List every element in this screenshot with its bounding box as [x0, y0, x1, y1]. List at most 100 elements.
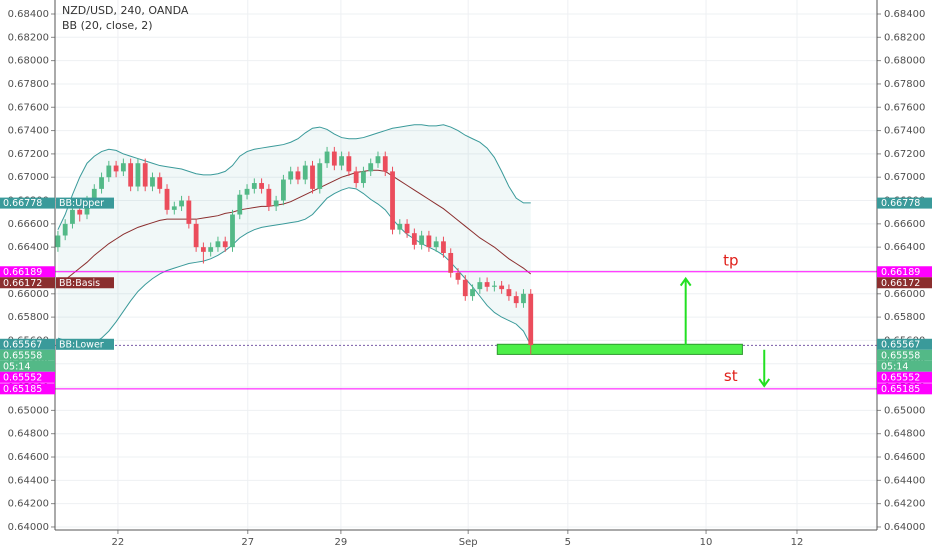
annotation: st: [724, 367, 738, 385]
price-tag: [0, 349, 55, 361]
candle-body: [193, 223, 199, 248]
band-fill: [57, 124, 531, 346]
price-tag-label: 0.65567: [881, 339, 920, 350]
candle-body: [150, 177, 155, 187]
candle-body: [237, 194, 243, 215]
candle-body: [491, 285, 497, 287]
y-tick-label: 0.64800: [884, 429, 925, 440]
candle-body: [528, 293, 534, 346]
candle-body: [259, 183, 264, 189]
y-tick-label: 0.64600: [884, 452, 925, 463]
series-tag: [56, 197, 114, 209]
zone: [496, 343, 743, 355]
candle-body: [288, 171, 294, 180]
y-tick-label: 0.64400: [884, 475, 925, 486]
candle-body: [484, 282, 490, 287]
candle-body: [55, 235, 61, 248]
price-tag: [877, 197, 932, 209]
price-tag: [877, 383, 932, 395]
price-tag-label: 0.65185: [881, 384, 920, 395]
y-tick-label: 0.64800: [8, 429, 49, 440]
candle-body: [310, 165, 315, 189]
y-tick-label: 0.67600: [884, 102, 925, 113]
x-tick-label: 27: [241, 537, 254, 548]
y-tick-label: 0.67000: [884, 172, 925, 183]
x-tick-label: Sep: [459, 537, 478, 548]
annotation: tp: [723, 252, 738, 270]
candle-body: [506, 289, 512, 297]
candle-body: [339, 156, 345, 166]
y-tick-label: 0.68000: [8, 56, 49, 67]
candle-body: [171, 206, 177, 210]
series-tag-label: BB:Upper: [59, 198, 104, 209]
candle-body: [70, 209, 75, 224]
candle-body: [375, 156, 381, 164]
candle-body: [382, 156, 388, 172]
candle-body: [62, 223, 68, 236]
candle-body: [91, 188, 97, 201]
candle-body: [215, 241, 221, 248]
candle-body: [441, 241, 446, 253]
candle-body: [499, 285, 505, 290]
indicator-title: BB (20, close, 2): [62, 19, 153, 32]
candle-body: [251, 183, 257, 189]
y-tick-label: 0.64200: [8, 499, 49, 510]
y-tick-label: 0.66600: [884, 219, 925, 230]
price-tag-label: 0.65552: [3, 372, 42, 383]
y-tick-label: 0.65800: [8, 312, 49, 323]
y-tick-label: 0.68400: [884, 9, 925, 20]
candle-body: [142, 163, 148, 187]
y-tick-label: 0.67600: [8, 102, 49, 113]
price-tag: [0, 383, 55, 395]
price-tag: [877, 371, 932, 383]
candle-body: [222, 241, 228, 248]
price-tag: [877, 338, 932, 350]
price-tag: [0, 371, 55, 383]
candle-body: [266, 188, 272, 207]
price-tag-label: 05:14: [881, 361, 908, 372]
y-tick-label: 0.66400: [884, 242, 925, 253]
y-tick-label: 0.64000: [8, 522, 49, 533]
candle-body: [295, 171, 301, 180]
y-tick-label: 0.67400: [8, 126, 49, 137]
price-tag-label: 0.65558: [3, 350, 42, 361]
candle-body: [273, 200, 279, 207]
candle-body: [281, 179, 286, 201]
candle-body: [397, 223, 403, 230]
candle-body: [157, 177, 163, 189]
price-tag: [877, 349, 932, 361]
price-tag: [877, 266, 932, 278]
y-tick-label: 0.64000: [884, 522, 925, 533]
y-tick-label: 0.66600: [8, 219, 49, 230]
y-tick-label: 0.68200: [8, 32, 49, 43]
y-tick-label: 0.64200: [884, 499, 925, 510]
candle-body: [113, 165, 119, 172]
candle-body: [419, 235, 425, 245]
candle-body: [470, 289, 475, 297]
y-tick-label: 0.68200: [884, 32, 925, 43]
candle-body: [426, 235, 432, 248]
plot: tp st: [55, 124, 877, 390]
candle-body: [317, 163, 323, 189]
series-tag: [56, 338, 114, 350]
price-tag: [0, 338, 55, 350]
price-tag-label: 0.66189: [3, 267, 42, 278]
candle-body: [230, 214, 235, 248]
x-tick-label: 22: [112, 537, 125, 548]
y-tick-label: 0.67200: [884, 149, 925, 160]
candle-body: [164, 188, 170, 210]
candle-body: [106, 165, 112, 178]
y-tick-label: 0.66400: [8, 242, 49, 253]
series-tag-label: BB:Lower: [59, 339, 104, 350]
candle-body: [477, 282, 483, 290]
price-tag-label: 0.65552: [881, 372, 920, 383]
band-line: [57, 124, 531, 230]
y-tick-label: 0.67200: [8, 149, 49, 160]
y-tick-label: 0.64600: [8, 452, 49, 463]
chart-title: NZD/USD, 240, OANDA: [62, 4, 189, 17]
y-tick-label: 0.66000: [8, 289, 49, 300]
series-tag: [56, 277, 114, 289]
